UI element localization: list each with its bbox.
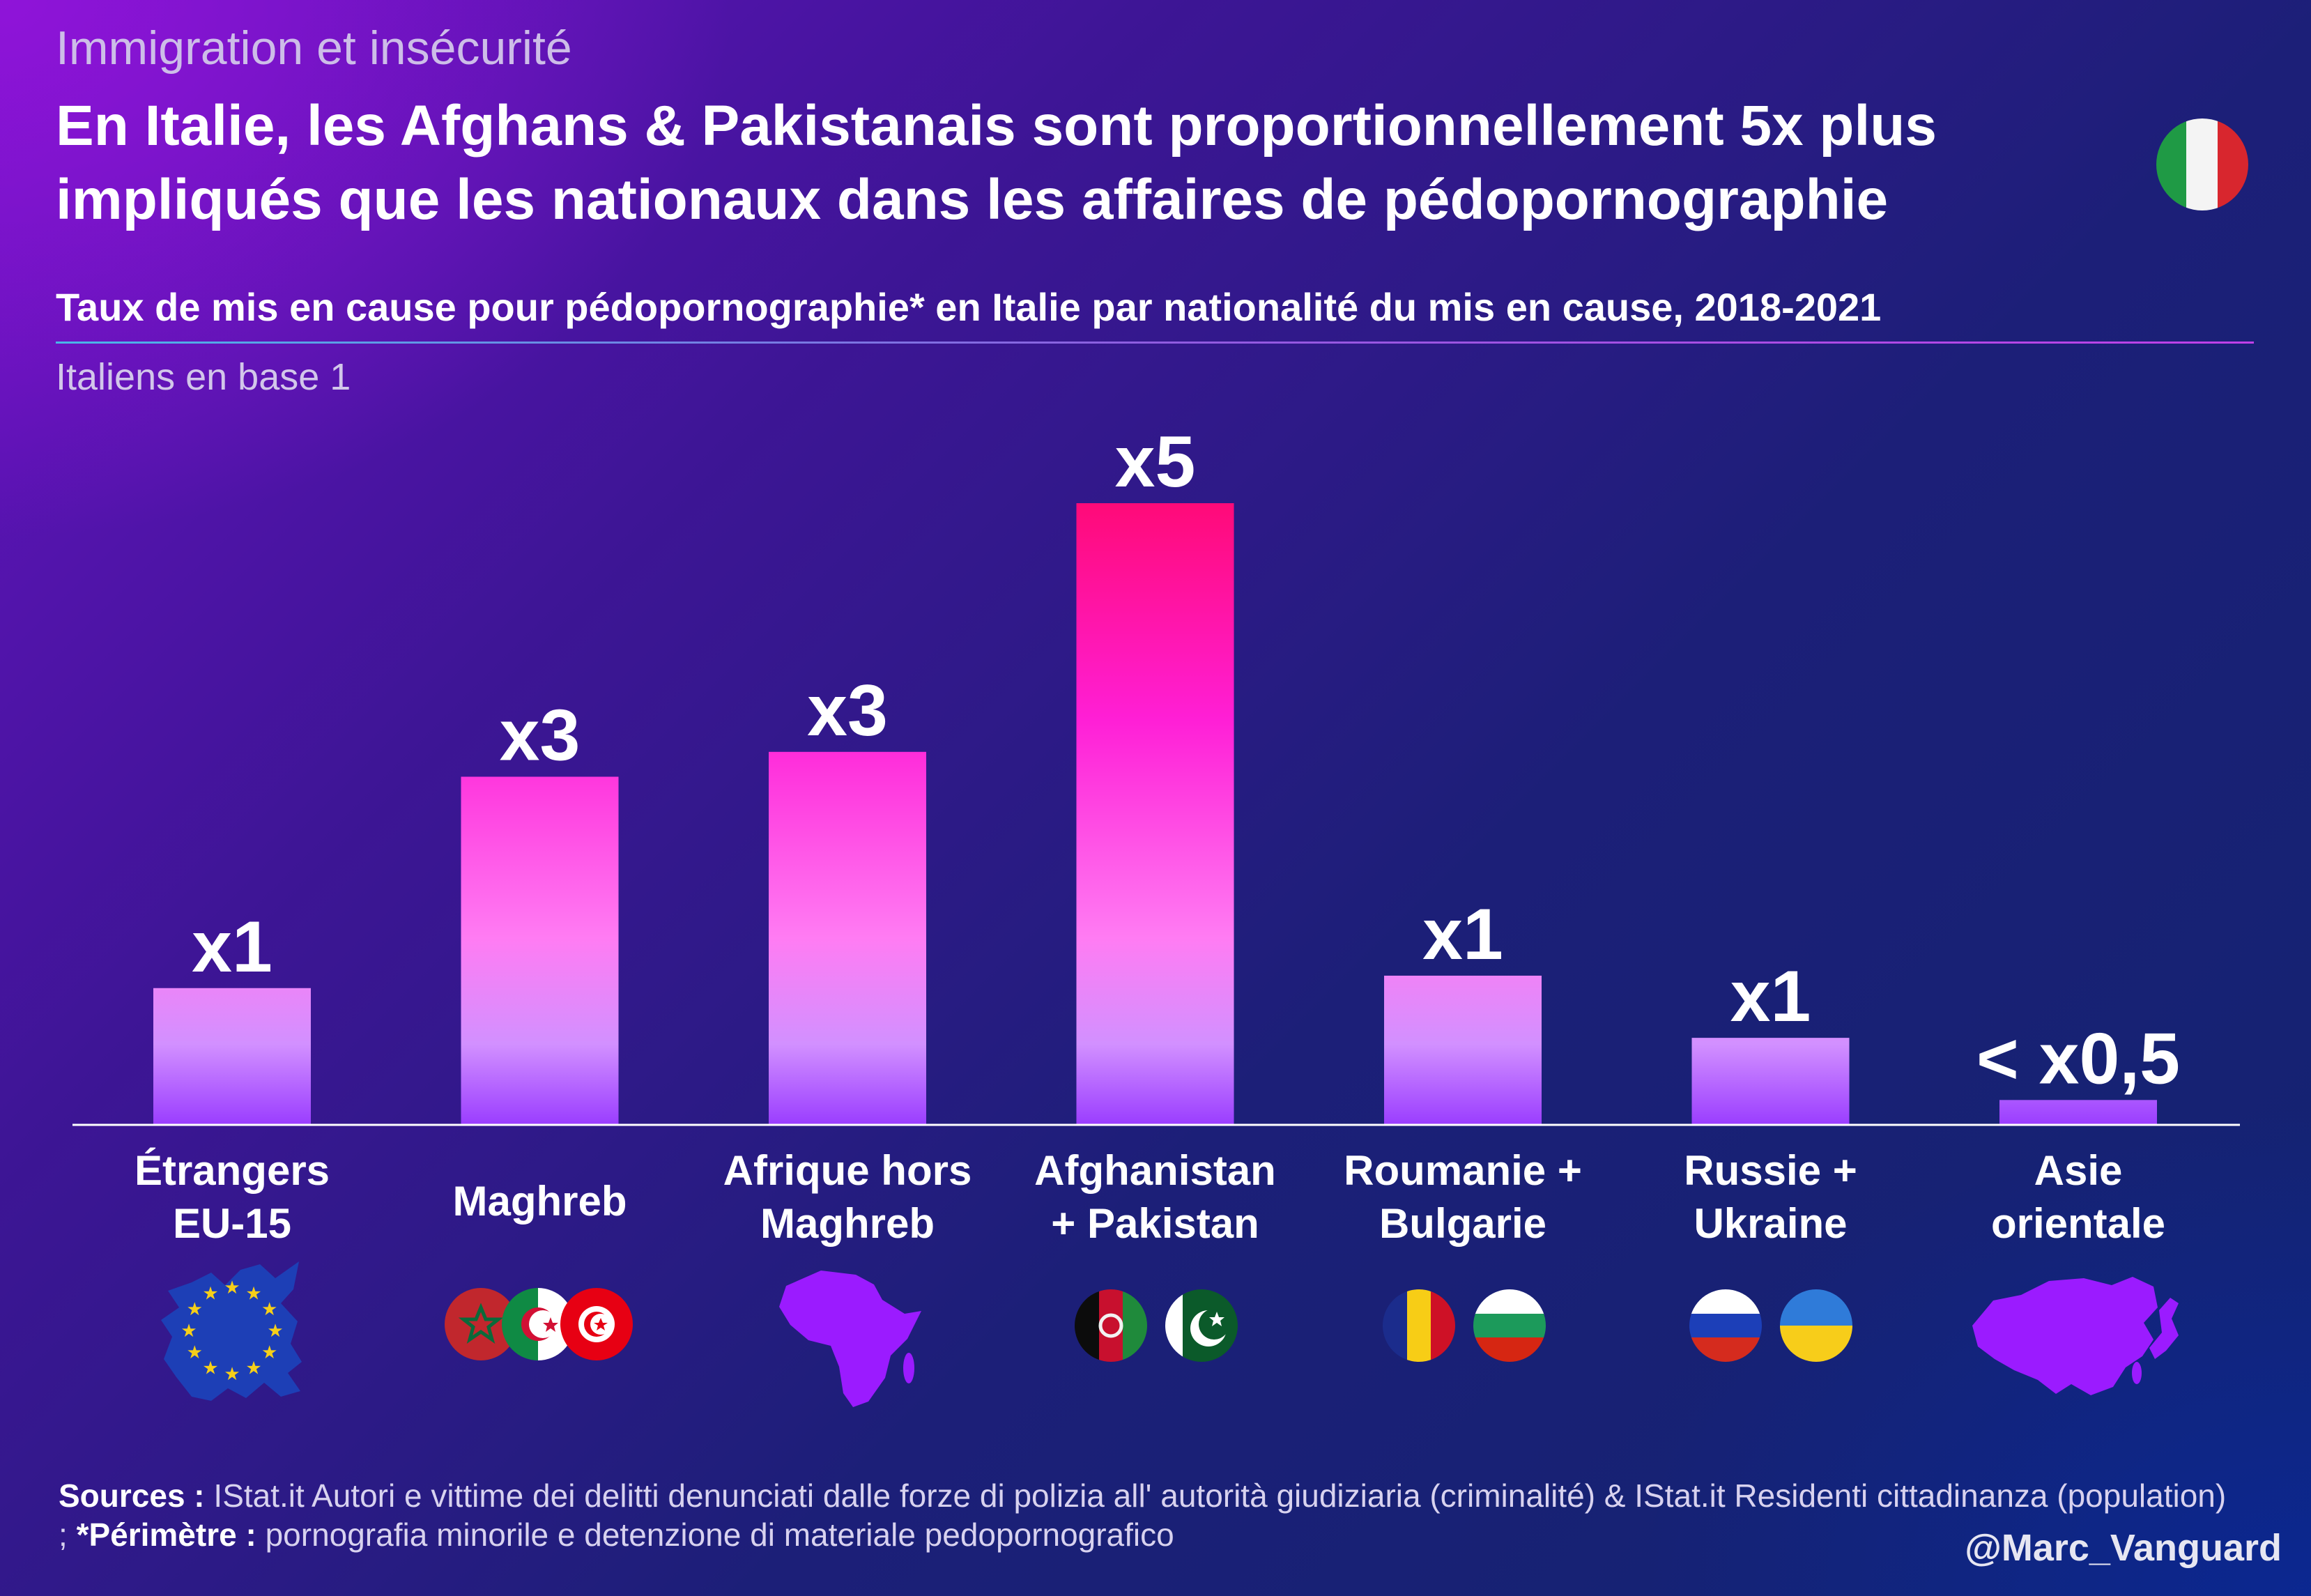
eu-star-icon: ★ <box>187 1298 203 1319</box>
category-label-3-line-1: Afrique hors <box>723 1147 972 1194</box>
bar-5 <box>1384 975 1542 1125</box>
data-label-3: x3 <box>807 670 888 751</box>
romania-flag-icon <box>1383 1289 1455 1362</box>
eu-star-icon: ★ <box>261 1342 277 1363</box>
eu-star-icon: ★ <box>224 1363 240 1384</box>
data-label-2: x3 <box>500 695 581 776</box>
eu-map-icon <box>161 1261 302 1401</box>
east-asia-map-icon <box>1972 1277 2179 1395</box>
category-label-6: Russie + Ukraine <box>1684 1147 1857 1247</box>
category-label-5-line-2: Bulgarie <box>1379 1200 1546 1247</box>
italy-flag-icon <box>2156 118 2248 210</box>
africa-map-icon <box>779 1271 921 1407</box>
eu-star-icon: ★ <box>245 1282 261 1303</box>
algeria-flag-icon <box>502 1288 574 1360</box>
afghanistan-flag-icon <box>1075 1289 1147 1362</box>
data-label-5: x1 <box>1422 894 1503 975</box>
eu-star-icon: ★ <box>267 1320 283 1341</box>
data-label-1: x1 <box>192 907 272 988</box>
eu-star-icon: ★ <box>202 1358 218 1379</box>
russia-flag-icon <box>1689 1289 1762 1362</box>
headline: En Italie, les Afghans & Pakistanais son… <box>56 89 2147 237</box>
kicker: Immigration et insécurité <box>56 22 572 75</box>
category-label-4-line-1: Afghanistan <box>1034 1147 1276 1194</box>
pakistan-flag-icon <box>1165 1289 1238 1362</box>
category-label-6-line-2: Ukraine <box>1694 1200 1847 1247</box>
eu-star-icon: ★ <box>181 1320 197 1341</box>
category-label-1-line-2: EU-15 <box>173 1200 291 1247</box>
category-label-3-line-2: Maghreb <box>760 1200 935 1247</box>
perimetre-label: *Périmètre : <box>76 1517 256 1553</box>
category-label-5-line-1: Roumanie + <box>1344 1147 1582 1194</box>
data-label-7: < x0,5 <box>1976 1018 2180 1099</box>
category-label-6-line-1: Russie + <box>1684 1147 1857 1194</box>
category-label-1-line-1: Étrangers <box>135 1147 330 1194</box>
eu-star-icon: ★ <box>187 1342 203 1363</box>
bars-group <box>153 503 2157 1125</box>
eu-star-icon: ★ <box>245 1358 261 1379</box>
base-note: Italiens en base 1 <box>56 356 351 398</box>
category-label-5: Roumanie + Bulgarie <box>1344 1147 1582 1247</box>
category-label-3: Afrique hors Maghreb <box>723 1147 972 1247</box>
category-label-7-line-2: orientale <box>1991 1200 2165 1247</box>
data-label-6: x1 <box>1730 956 1811 1037</box>
bar-6 <box>1691 1038 1850 1125</box>
category-label-1: Étrangers EU-15 <box>135 1147 330 1247</box>
sources-label: Sources : <box>59 1478 205 1514</box>
author-handle: @Marc_Vanguard <box>1965 1527 2282 1569</box>
subtitle-divider <box>56 342 2254 344</box>
eu-stars: ★★★★★★★★★ ★ ★★ <box>181 1277 283 1384</box>
eu-star-icon: ★ <box>202 1282 218 1303</box>
category-label-2: Maghreb <box>452 1178 627 1225</box>
category-label-4-line-2: + Pakistan <box>1051 1200 1259 1247</box>
perimetre-text: pornografia minorile e detenzione di mat… <box>265 1517 1174 1553</box>
data-label-4: x5 <box>1115 422 1196 502</box>
category-label-2-line-1: Maghreb <box>452 1178 627 1225</box>
bar-2 <box>461 776 619 1125</box>
eu-star-icon: ★ <box>261 1298 277 1319</box>
bar-3 <box>769 751 926 1125</box>
morocco-flag-icon <box>445 1288 517 1360</box>
category-label-4: Afghanistan + Pakistan <box>1034 1147 1276 1247</box>
sources-text: IStat.it Autori e vittime dei delitti de… <box>59 1478 2227 1553</box>
chart-subtitle: Taux de mis en cause pour pédopornograph… <box>56 285 1882 329</box>
ukraine-flag-icon <box>1780 1289 1852 1362</box>
category-labels-group: Étrangers EU-15 Maghreb Afrique hors Maghreb… <box>135 1147 2165 1247</box>
headline-line-1: En Italie, les Afghans & Pakistanais son… <box>56 94 1937 158</box>
category-label-7: Asie orientale <box>1991 1147 2165 1247</box>
sources-note: Sources : IStat.it Autori e vittime dei … <box>59 1476 2233 1554</box>
eu-star-icon: ★ <box>224 1277 240 1298</box>
bar-4 <box>1076 503 1234 1125</box>
bulgaria-flag-icon <box>1473 1289 1546 1362</box>
tunisia-flag-icon <box>560 1288 633 1360</box>
bar-7 <box>1999 1100 2157 1125</box>
headline-line-2: impliqués que les nationaux dans les aff… <box>56 168 1889 231</box>
category-label-7-line-1: Asie <box>2034 1147 2123 1194</box>
value-labels-group: x1 x3 x3 x5 x1 x1 < x0,5 <box>192 422 2180 1099</box>
bar-1 <box>153 988 311 1125</box>
